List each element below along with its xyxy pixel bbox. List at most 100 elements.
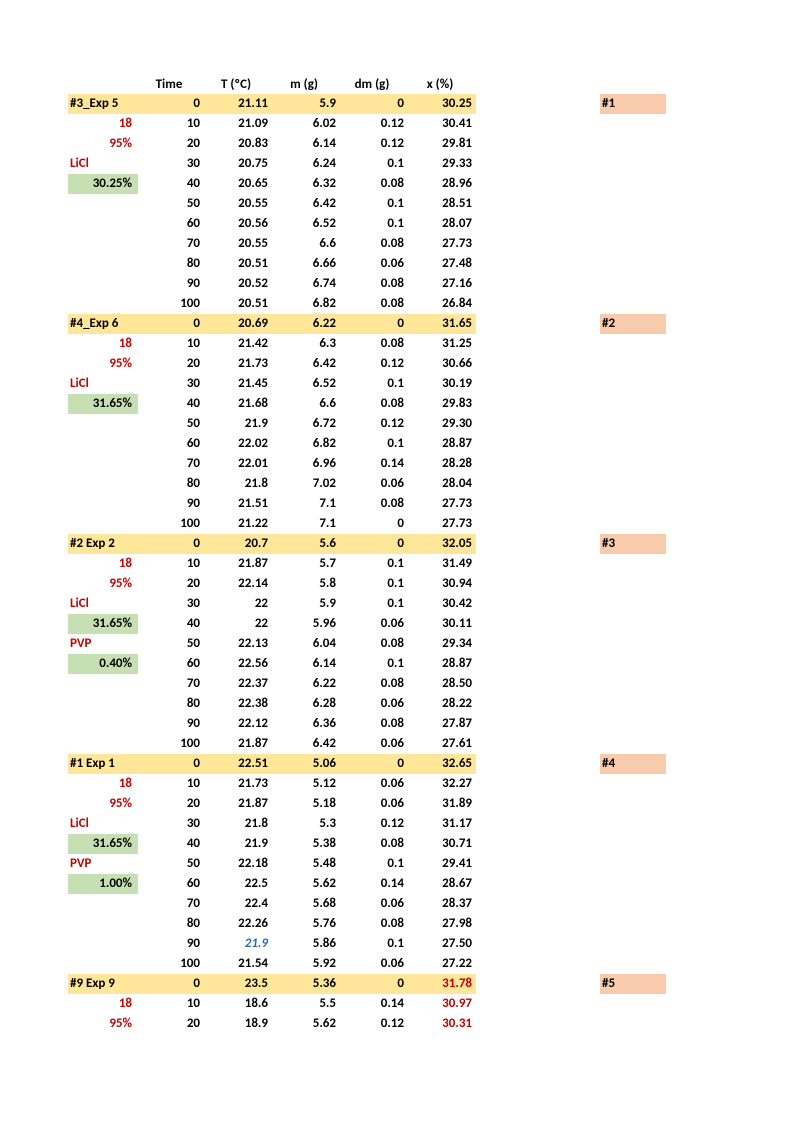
cell-time: 20 [138,354,204,374]
cell-xpct: 30.25 [408,94,476,114]
cell-temp: 20.56 [204,214,272,234]
table-row: 181021.096.020.1230.41 [68,114,666,134]
table-row: LiCl3021.456.520.130.19 [68,374,666,394]
table-row: 0.40%6022.566.140.128.87 [68,654,666,674]
row-label: 95% [68,794,138,814]
cell-mass: 6.82 [272,434,340,454]
table-row: PVP5022.136.040.0829.34 [68,634,666,654]
table-row: 9022.126.360.0827.87 [68,714,666,734]
cell-time: 0 [138,534,204,554]
block-tag [600,654,666,674]
cell-mass: 5.12 [272,774,340,794]
block-tag [600,894,666,914]
table-row: 8021.87.020.0628.04 [68,474,666,494]
cell-time: 90 [138,714,204,734]
cell-dmass: 0 [340,314,408,334]
cell-mass: 5.9 [272,94,340,114]
row-label: #4_Exp 6 [68,314,138,334]
cell-temp: 21.73 [204,354,272,374]
cell-time: 40 [138,174,204,194]
cell-time: 20 [138,794,204,814]
cell-mass: 5.76 [272,914,340,934]
block-tag [600,494,666,514]
row-label: LiCl [68,594,138,614]
table-row: 95%2018.95.620.1230.31 [68,1014,666,1034]
cell-dmass: 0 [340,514,408,534]
cell-xpct: 27.16 [408,274,476,294]
cell-xpct: 27.50 [408,934,476,954]
row-label [68,714,138,734]
cell-temp: 21.8 [204,474,272,494]
table-row: 181021.875.70.131.49 [68,554,666,574]
block-tag [600,834,666,854]
cell-xpct: 30.11 [408,614,476,634]
cell-temp: 21.45 [204,374,272,394]
cell-temp: 22.51 [204,754,272,774]
cell-xpct: 28.51 [408,194,476,214]
cell-time: 70 [138,894,204,914]
table-row: 181021.735.120.0632.27 [68,774,666,794]
cell-dmass: 0.06 [340,254,408,274]
cell-temp: 20.52 [204,274,272,294]
cell-dmass: 0 [340,974,408,994]
block-tag: #4 [600,754,666,774]
cell-mass: 5.38 [272,834,340,854]
row-label: 30.25% [68,174,138,194]
cell-mass: 5.6 [272,534,340,554]
header-time: Time [138,74,204,94]
cell-mass: 5.36 [272,974,340,994]
cell-time: 0 [138,754,204,774]
cell-dmass: 0 [340,534,408,554]
cell-temp: 21.68 [204,394,272,414]
cell-mass: 5.68 [272,894,340,914]
table-row: 95%2020.836.140.1229.81 [68,134,666,154]
cell-temp: 21.87 [204,794,272,814]
row-label: LiCl [68,814,138,834]
cell-dmass: 0.12 [340,114,408,134]
cell-time: 60 [138,874,204,894]
table-row: 10021.545.920.0627.22 [68,954,666,974]
cell-temp: 18.6 [204,994,272,1014]
cell-temp: 21.54 [204,954,272,974]
cell-temp: 22.14 [204,574,272,594]
row-label [68,934,138,954]
block-tag [600,854,666,874]
cell-xpct: 30.94 [408,574,476,594]
cell-xpct: 30.71 [408,834,476,854]
cell-time: 10 [138,114,204,134]
cell-time: 60 [138,654,204,674]
cell-dmass: 0.08 [340,914,408,934]
cell-xpct: 28.87 [408,654,476,674]
cell-mass: 6.6 [272,394,340,414]
row-label: 95% [68,1014,138,1034]
cell-xpct: 30.97 [408,994,476,1014]
cell-xpct: 28.67 [408,874,476,894]
cell-dmass: 0 [340,94,408,114]
cell-temp: 22.13 [204,634,272,654]
block-tag [600,414,666,434]
cell-xpct: 32.65 [408,754,476,774]
cell-xpct: 30.31 [408,1014,476,1034]
cell-mass: 5.7 [272,554,340,574]
cell-mass: 5.48 [272,854,340,874]
block-tag [600,294,666,314]
table-row: 9021.517.10.0827.73 [68,494,666,514]
cell-dmass: 0.06 [340,794,408,814]
block-tag [600,634,666,654]
cell-xpct: 27.48 [408,254,476,274]
cell-time: 10 [138,554,204,574]
cell-mass: 5.62 [272,874,340,894]
row-label: 31.65% [68,614,138,634]
cell-xpct: 32.27 [408,774,476,794]
cell-time: 70 [138,234,204,254]
block-tag [600,814,666,834]
row-label [68,454,138,474]
cell-temp: 21.42 [204,334,272,354]
table-row: 30.25%4020.656.320.0828.96 [68,174,666,194]
cell-temp: 20.55 [204,234,272,254]
cell-dmass: 0.14 [340,874,408,894]
row-label: 1.00% [68,874,138,894]
cell-mass: 7.1 [272,494,340,514]
row-label [68,894,138,914]
cell-dmass: 0.12 [340,1014,408,1034]
